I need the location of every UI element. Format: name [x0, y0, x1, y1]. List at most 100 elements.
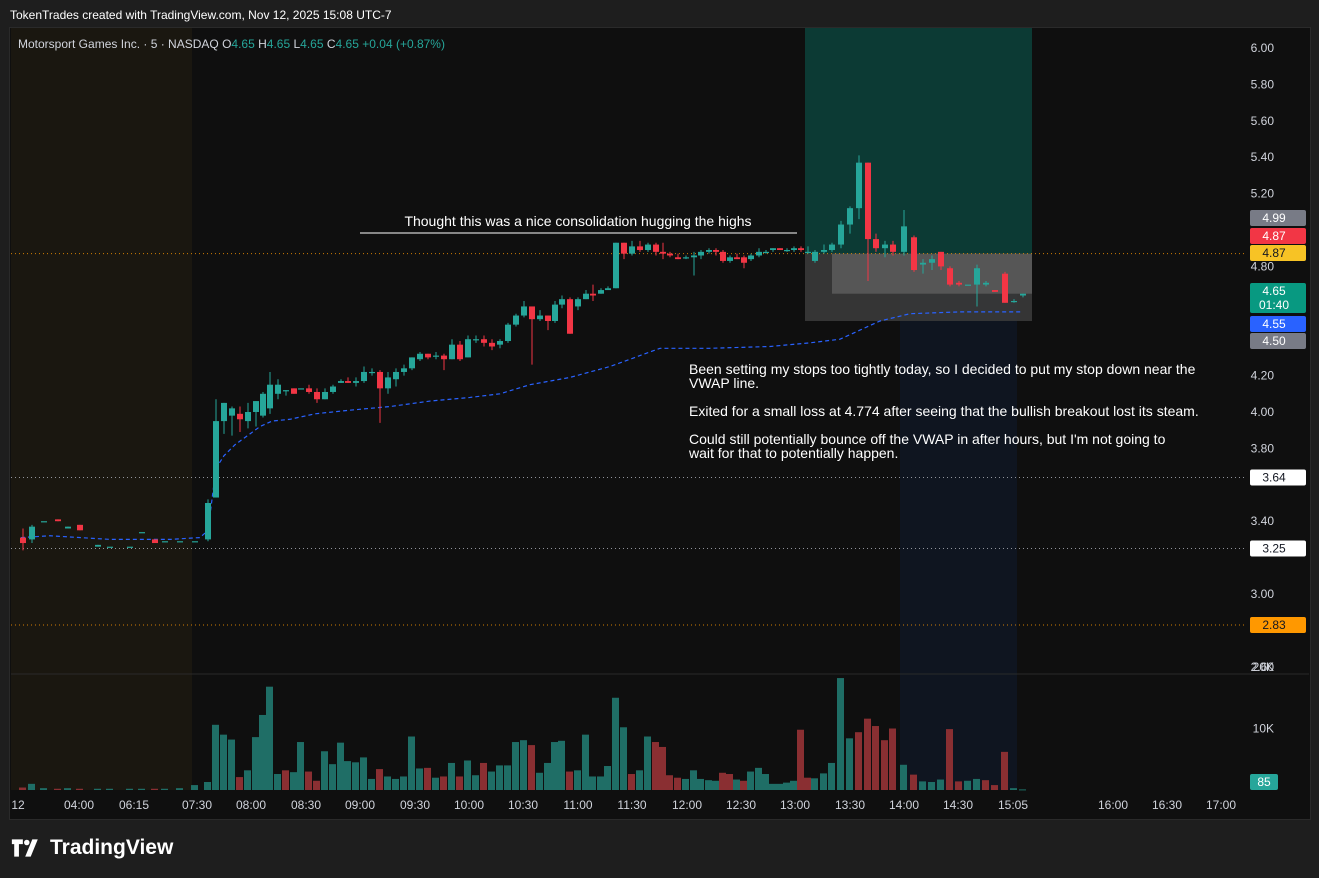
candle-body — [245, 412, 251, 422]
ohlc-key: L — [293, 37, 300, 51]
volume-bar — [776, 783, 783, 790]
volume-bar — [712, 780, 719, 790]
volume-bar — [282, 770, 289, 790]
candle-body — [784, 250, 790, 252]
volume-bar — [536, 772, 543, 790]
tradingview-logo[interactable]: TradingView — [10, 836, 173, 860]
candle-body — [152, 539, 158, 544]
volume-bar — [244, 770, 251, 790]
candle-body — [812, 251, 818, 261]
chart-credit: TokenTrades created with TradingView.com… — [10, 8, 392, 22]
volume-bar — [228, 739, 235, 790]
volume-bar — [674, 777, 681, 790]
candle-body — [291, 388, 297, 394]
volume-bar — [126, 788, 133, 790]
candle-body — [621, 242, 627, 254]
volume-bar — [440, 776, 447, 790]
volume-bar — [252, 737, 259, 790]
candle-body — [306, 388, 312, 392]
volume-bar — [416, 768, 423, 790]
volume-bar — [520, 740, 527, 790]
candle-body — [377, 371, 383, 389]
candle-body — [497, 341, 503, 345]
candle-body — [107, 546, 113, 548]
volume-bar — [297, 742, 304, 790]
candle-body — [683, 257, 689, 259]
candle-body — [229, 408, 235, 416]
candle-body — [275, 384, 281, 394]
candle-body — [637, 246, 643, 251]
volume-bar — [76, 788, 83, 790]
volume-bar — [790, 780, 797, 790]
volume-bar — [946, 729, 953, 790]
y-axis-tick: 6.00 — [1251, 41, 1275, 55]
volume-bar — [574, 770, 581, 790]
candle-body — [691, 255, 697, 258]
volume-bar — [19, 787, 26, 790]
volume-bar — [846, 738, 853, 790]
volume-bar — [837, 678, 844, 790]
candle-body — [798, 248, 804, 251]
candle-body — [127, 546, 133, 548]
volume-bar — [290, 772, 297, 790]
volume-bar — [719, 772, 726, 790]
ohlc-value: 4.65 — [231, 37, 258, 51]
candle-body — [821, 250, 827, 252]
volume-bar — [1019, 789, 1026, 791]
price-label-value: 4.87 — [1262, 229, 1286, 243]
price-label-value: 3.64 — [1262, 471, 1286, 485]
candle-body — [605, 288, 611, 291]
volume-bar — [191, 785, 198, 790]
volume-bar — [628, 774, 635, 790]
tradingview-wordmark: TradingView — [50, 836, 174, 859]
volume-bar — [337, 742, 344, 790]
volume-axis-tick: 20K — [1253, 660, 1274, 674]
candle-body — [559, 299, 565, 305]
candle-body — [29, 526, 35, 540]
price-label-countdown: 01:40 — [1259, 298, 1289, 312]
volume-bar — [659, 746, 666, 790]
volume-bar — [804, 777, 811, 790]
volume-bar — [329, 764, 336, 790]
annotation-trade-note-line: wait for that to potentially happen. — [688, 445, 898, 461]
candle-body — [529, 306, 535, 320]
price-label-value: 2.83 — [1262, 618, 1286, 632]
candle-body — [856, 162, 862, 209]
volume-bar — [755, 767, 762, 790]
candle-body — [537, 315, 543, 320]
candle-body — [441, 355, 447, 360]
volume-bar — [928, 782, 935, 790]
candle-body — [974, 268, 980, 285]
candle-body — [237, 413, 243, 420]
volume-bar — [472, 775, 479, 790]
candle-body — [965, 284, 971, 286]
volume-bar — [636, 770, 643, 790]
candle-body — [629, 246, 635, 254]
volume-bar — [881, 740, 888, 790]
price-label-value: 4.55 — [1262, 317, 1286, 331]
ohlc-key: C — [327, 37, 336, 51]
candle-body — [698, 251, 704, 256]
ohlc-key: O — [222, 37, 231, 51]
candle-body — [177, 541, 183, 543]
candlestick-chart[interactable]: Thought this was a nice consolidation hu… — [10, 28, 1310, 819]
volume-bar — [733, 779, 740, 790]
x-axis-tick: 04:00 — [64, 798, 94, 812]
candle-body — [748, 255, 754, 260]
price-label-badge — [1250, 616, 1306, 633]
candle-body — [314, 391, 320, 400]
price-label-badge — [1250, 469, 1306, 486]
volume-bar — [54, 788, 61, 790]
y-axis-tick: 4.80 — [1251, 259, 1275, 273]
candle-body — [95, 544, 101, 547]
volume-bar — [64, 788, 71, 790]
volume-bar — [259, 714, 266, 790]
candle-body — [213, 421, 219, 498]
annotation-trade-note-line: Exited for a small loss at 4.774 after s… — [689, 403, 1199, 419]
y-axis-tick: 5.80 — [1251, 77, 1275, 91]
volume-bar — [151, 788, 158, 790]
candle-body — [361, 371, 367, 382]
candle-body — [805, 251, 811, 254]
symbol-legend[interactable]: Motorsport Games Inc. · 5 · NASDAQ O4.65… — [18, 37, 445, 51]
volume-bar — [236, 777, 243, 790]
